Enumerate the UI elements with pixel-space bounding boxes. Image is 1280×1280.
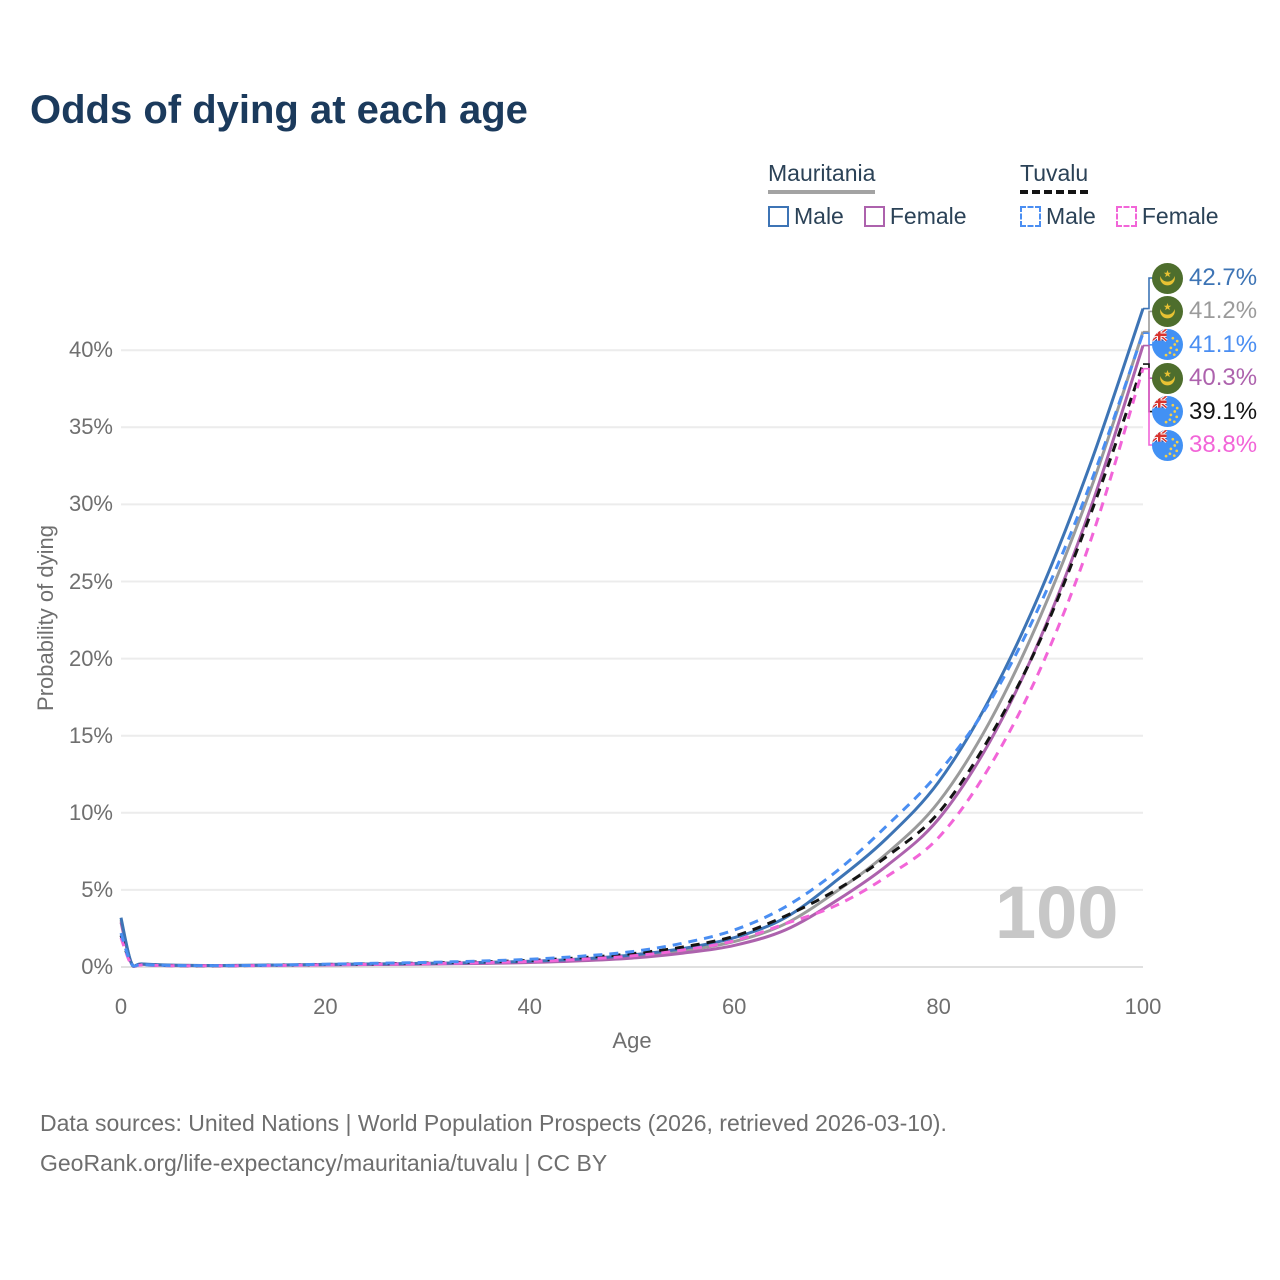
leader-line-tuvalu-female: [1143, 367, 1153, 446]
end-label-value: 40.3%: [1189, 364, 1258, 392]
legend-swatch-icon: [1115, 206, 1137, 227]
footer-attribution: GeoRank.org/life-expectancy/mauritania/t…: [40, 1150, 608, 1176]
legend-swatch-icon: [768, 206, 789, 227]
y-tick-35%: 35%: [68, 414, 113, 440]
y-tick-30%: 30%: [68, 491, 113, 517]
end-label-mauritania-total: 41.2%: [1152, 295, 1258, 327]
end-label-mauritania-female: 40.3%: [1152, 362, 1258, 394]
end-label-value: 38.8%: [1189, 431, 1258, 458]
footer-data-sources: Data sources: United Nations | World Pop…: [40, 1110, 947, 1136]
legend-items: Male Female: [768, 203, 967, 230]
tuvalu-flag-icon: [1152, 429, 1183, 461]
age-counter-watermark: 100: [995, 871, 1119, 954]
y-tick-25%: 25%: [68, 568, 113, 594]
x-tick-20: 20: [313, 994, 338, 1019]
end-label-value: 41.1%: [1189, 330, 1258, 358]
leader-line-mauritania-total: [1143, 310, 1153, 333]
x-axis-title: Age: [612, 1028, 652, 1053]
legend-item-tuvalu-male[interactable]: Male: [1020, 203, 1096, 230]
legend-group-mauritania: Mauritania Male Female: [768, 160, 967, 230]
legend-item-tuvalu-female[interactable]: Female: [1115, 203, 1219, 230]
tuvalu-flag-icon: [1152, 329, 1183, 361]
line-tuvalu-total: [119, 363, 1145, 968]
line-mauritania-male: [119, 308, 1145, 968]
legend-item-mauritania-male[interactable]: Male: [768, 203, 844, 230]
x-tick-60: 60: [721, 994, 747, 1019]
legend-country-tuvalu: Tuvalu: [1020, 160, 1089, 194]
legend-swatch-icon: [863, 206, 885, 227]
leader-line-mauritania-male: [1143, 277, 1153, 310]
end-label-value: 39.1%: [1189, 397, 1258, 425]
end-label-value: 41.2%: [1189, 297, 1258, 325]
legend-item-mauritania-female[interactable]: Female: [863, 203, 967, 230]
legend-country-mauritania: Mauritania: [768, 160, 876, 194]
end-label-tuvalu-total: 39.1%: [1152, 396, 1258, 428]
y-tick-40%: 40%: [68, 337, 113, 363]
end-label-tuvalu-male: 41.1%: [1152, 329, 1258, 361]
end-label-mauritania-male: 42.7%: [1152, 262, 1258, 294]
x-tick-0: 0: [114, 994, 128, 1019]
leader-line-tuvalu-male: [1143, 332, 1153, 346]
mauritania-flag-icon: [1152, 295, 1183, 327]
legend-item-label: Male: [1046, 203, 1096, 229]
y-tick-15%: 15%: [68, 722, 113, 748]
legend-item-label: Female: [1141, 203, 1219, 229]
legend-item-label: Male: [794, 203, 844, 229]
y-tick-5%: 5%: [81, 876, 113, 902]
x-tick-100: 100: [1124, 994, 1162, 1019]
legend-group-tuvalu: Tuvalu Male Female: [1020, 160, 1219, 230]
end-label-value: 42.7%: [1189, 264, 1258, 291]
legend-items: Male Female: [1020, 203, 1219, 230]
legend-swatch-icon: [1020, 206, 1041, 227]
x-tick-40: 40: [517, 994, 543, 1019]
y-tick-10%: 10%: [68, 799, 113, 825]
end-label-tuvalu-female: 38.8%: [1152, 429, 1258, 461]
line-tuvalu-female: [119, 368, 1145, 968]
leader-line-mauritania-female: [1143, 344, 1153, 379]
mauritania-flag-icon: [1152, 262, 1183, 294]
tuvalu-flag-icon: [1152, 396, 1183, 428]
x-tick-80: 80: [926, 994, 951, 1019]
line-mauritania-female: [119, 345, 1145, 968]
y-tick-0%: 0%: [81, 954, 113, 979]
mauritania-flag-icon: [1152, 362, 1183, 394]
y-tick-20%: 20%: [68, 645, 113, 671]
legend-item-label: Female: [889, 203, 967, 229]
line-tuvalu-male: [119, 332, 1145, 968]
page-title: Odds of dying at each age: [30, 88, 528, 132]
y-axis-title: Probability of dying: [33, 525, 58, 711]
